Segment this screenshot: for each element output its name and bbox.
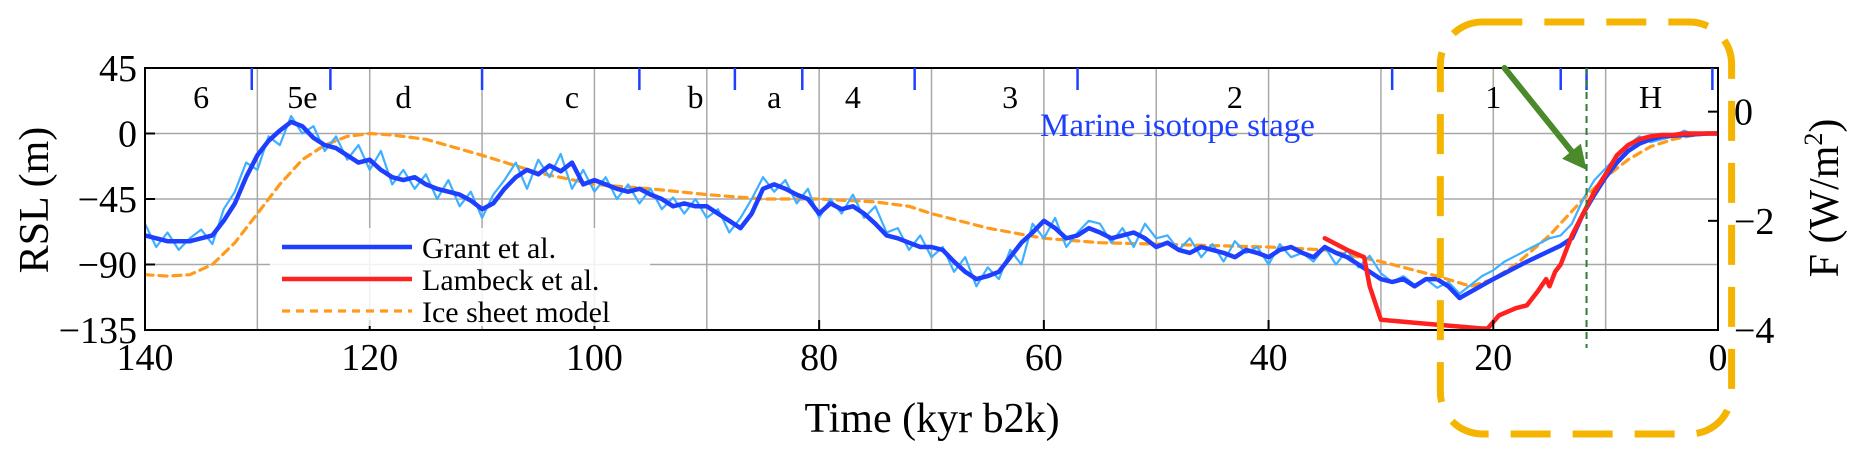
y-right-tick-label: −4	[1734, 310, 1774, 352]
y-tick-label: −90	[78, 245, 137, 287]
series-line-model	[145, 131, 1718, 288]
x-tick-label: 0	[1709, 337, 1728, 379]
stage-label: 3	[1002, 79, 1018, 115]
stage-label: c	[565, 79, 579, 115]
y-tick-label: 0	[118, 114, 137, 156]
x-tick-label: 100	[566, 337, 623, 379]
stage-label: 2	[1227, 79, 1243, 115]
stage-label: d	[395, 79, 411, 115]
axis-ticks: 140 120 100 80 60 40 20 0 45 0 −45 −90 −135 0 −2 −4	[59, 48, 1775, 379]
stage-label: b	[688, 79, 704, 115]
arrow-head	[1562, 143, 1587, 170]
legend-label: Ice sheet model	[422, 296, 610, 329]
stage-label: 1	[1485, 79, 1501, 115]
legend: Grant et al.Lambeck et al.Ice sheet mode…	[270, 228, 650, 329]
y-tick-label: 45	[99, 48, 137, 90]
series-line-raw	[145, 114, 1718, 295]
series-lines	[145, 114, 1718, 330]
y-tick-label: −45	[78, 179, 137, 221]
x-tick-label: 60	[1025, 337, 1063, 379]
legend-label: Grant et al.	[422, 232, 556, 265]
stage-label: 5e	[287, 79, 317, 115]
series-line-smoothed	[145, 119, 1462, 301]
y-right-tick-label: −2	[1734, 201, 1774, 243]
y-right-label-sup: 2	[1799, 133, 1828, 146]
y-right-tick-label: 0	[1734, 92, 1753, 134]
legend-label: Lambeck et al.	[422, 264, 599, 297]
y-right-label-close: )	[1802, 119, 1848, 133]
series-line-reconstruction	[1322, 131, 1718, 330]
stage-label: a	[767, 79, 781, 115]
x-tick-label: 80	[800, 337, 838, 379]
x-tick-label: 20	[1474, 337, 1512, 379]
y-right-label-base: F (W/m	[1802, 145, 1848, 277]
x-tick-label: 140	[117, 337, 174, 379]
y-axis-label: RSL (m)	[12, 127, 58, 274]
stage-label: 4	[845, 79, 861, 115]
arrow-shaft	[1501, 65, 1575, 155]
x-tick-label: 120	[341, 337, 398, 379]
y-right-axis-label: F (W/m2)	[1799, 119, 1848, 278]
stage-title: Marine isotope stage	[1040, 108, 1315, 144]
y-tick-label: −135	[59, 310, 137, 352]
stage-label: 6	[193, 79, 209, 115]
x-tick-label: 40	[1250, 337, 1288, 379]
stage-label: H	[1639, 79, 1662, 115]
annotations	[1436, 18, 1736, 438]
highlight-box	[1436, 18, 1736, 438]
x-axis-label: Time (kyr b2k)	[804, 396, 1059, 442]
